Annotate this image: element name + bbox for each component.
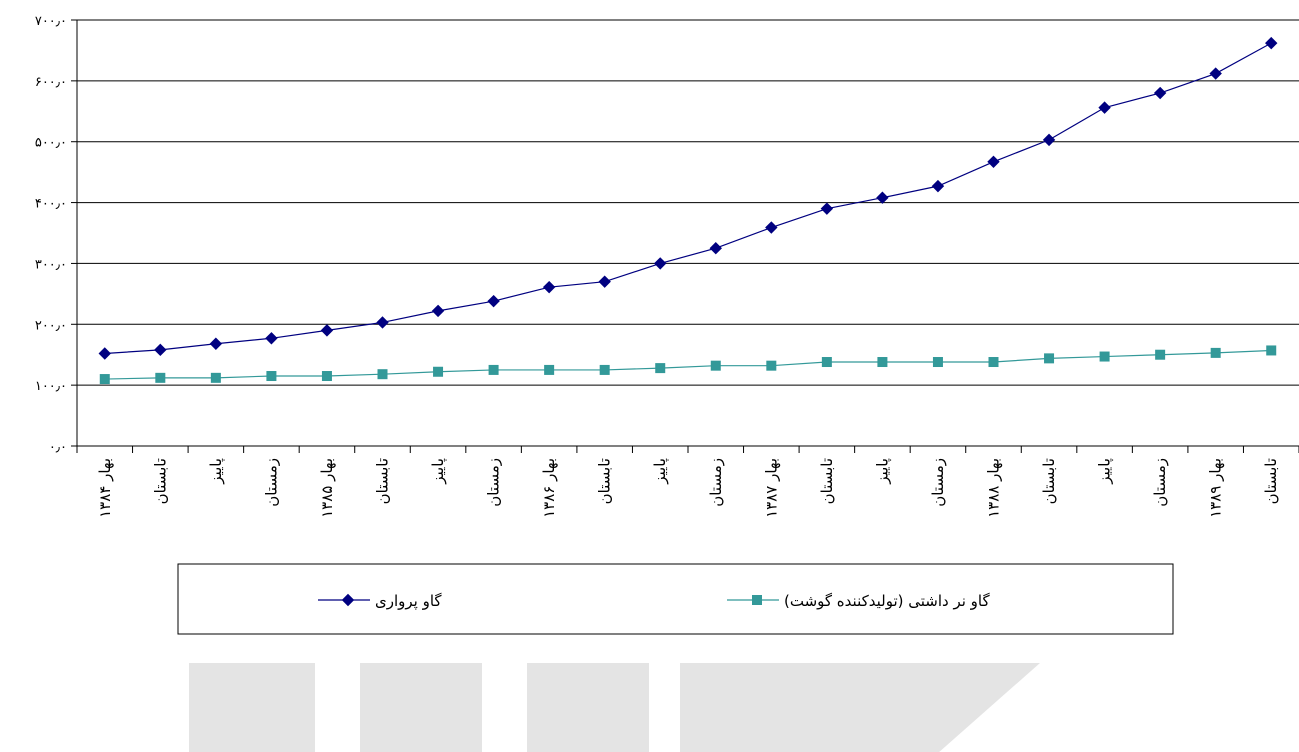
data-point <box>709 242 722 255</box>
x-tick-label: بهار ۱۳۸۶ <box>540 458 558 518</box>
series-1 <box>98 36 1278 360</box>
x-axis-ticks: بهار ۱۳۸۴ تابستان پاییز زمستان بهار ۱۳۸۵ تابس… <box>96 458 1280 518</box>
watermark-bar-2 <box>360 663 482 752</box>
data-point <box>488 364 499 375</box>
y-tick-label: ۷۰۰٫۰ <box>35 14 67 29</box>
x-tick-label: پاییز <box>651 458 670 485</box>
x-tick-label: زمستان <box>707 458 725 507</box>
data-point <box>598 275 611 288</box>
data-point <box>487 294 500 308</box>
data-point <box>987 155 1000 169</box>
legend: گاو پرواری گاو نر داشتی (تولیدکننده گوشت) <box>177 563 1174 635</box>
data-point <box>1098 101 1111 114</box>
data-point <box>266 371 277 382</box>
y-tick-label: ۳۰۰٫۰ <box>35 257 67 272</box>
legend-label: گاو پرواری <box>375 592 442 611</box>
data-point <box>98 347 111 360</box>
data-point <box>1153 86 1167 100</box>
data-point <box>766 360 777 371</box>
legend-item: گاو پرواری <box>318 592 442 611</box>
legend-box <box>177 563 1174 635</box>
data-point <box>433 366 444 377</box>
y-tick-label: ۰٫۰ <box>49 440 67 455</box>
legend-swatch-marker <box>341 593 355 607</box>
data-point <box>1099 351 1110 362</box>
x-tick-label: تابستان <box>1262 458 1280 504</box>
gridlines <box>77 19 1299 386</box>
data-point <box>1209 67 1222 80</box>
data-point <box>154 343 167 357</box>
x-tick-label: تابستان <box>151 458 169 504</box>
series-layer <box>98 36 1278 385</box>
data-point <box>1044 353 1055 364</box>
x-tick-label: پاییز <box>1096 458 1115 485</box>
series-2 <box>99 345 1277 385</box>
x-tick-label: زمستان <box>262 458 280 507</box>
x-tick-label: پاییز <box>429 458 448 485</box>
data-point <box>710 360 721 371</box>
data-point <box>1042 133 1056 147</box>
x-tick-label: بهار ۱۳۸۵ <box>318 458 336 518</box>
data-point <box>321 371 332 382</box>
legend-label: گاو نر داشتی (تولیدکننده گوشت) <box>784 592 990 610</box>
watermark-bar-1 <box>189 663 315 752</box>
x-tick-label: تابستان <box>1040 458 1058 504</box>
y-tick-label: ۶۰۰٫۰ <box>35 75 67 90</box>
data-point <box>1266 345 1277 356</box>
data-point <box>988 357 999 368</box>
y-tick-label: ۵۰۰٫۰ <box>35 136 67 151</box>
x-tick-label: تابستان <box>374 458 392 504</box>
data-point <box>431 304 445 318</box>
data-point <box>542 280 556 294</box>
data-point <box>210 372 221 383</box>
data-point <box>265 332 278 345</box>
data-point <box>820 202 834 215</box>
y-tick-label: ۲۰۰٫۰ <box>35 318 67 333</box>
data-point <box>877 357 888 368</box>
data-point <box>655 363 666 374</box>
x-tick-label: بهار ۱۳۸۸ <box>985 458 1003 518</box>
x-tick-label: زمستان <box>929 458 947 507</box>
y-tick-label: ۱۰۰٫۰ <box>35 379 67 394</box>
data-point <box>932 357 943 368</box>
legend-item: گاو نر داشتی (تولیدکننده گوشت) <box>727 592 990 610</box>
x-tick-label: بهار ۱۳۸۹ <box>1207 458 1225 518</box>
legend-swatch-marker <box>752 595 762 605</box>
data-point <box>765 221 778 234</box>
data-point <box>1265 36 1278 50</box>
data-point <box>99 374 110 385</box>
data-point <box>377 369 388 380</box>
x-tick-label: زمستان <box>1151 458 1169 507</box>
x-tick-label: بهار ۱۳۸۷ <box>762 458 780 518</box>
data-point <box>821 357 832 368</box>
x-tick-label: تابستان <box>596 458 614 504</box>
x-tick-label: پاییز <box>873 458 892 485</box>
data-point <box>876 191 889 204</box>
series-line <box>104 42 1272 355</box>
data-point <box>320 324 334 337</box>
data-point <box>544 364 555 375</box>
x-tick-label: پاییز <box>207 458 226 485</box>
data-point <box>931 179 945 193</box>
data-point <box>209 337 223 350</box>
data-point <box>1155 349 1166 360</box>
data-point <box>155 372 166 383</box>
data-point <box>599 364 610 375</box>
y-tick-label: ۴۰۰٫۰ <box>35 197 67 212</box>
x-tick-label: تابستان <box>818 458 836 504</box>
y-axis-ticks: ۰٫۰ ۱۰۰٫۰ ۲۰۰٫۰ ۳۰۰٫۰ ۴۰۰٫۰ ۵۰۰٫۰ ۶۰۰٫۰ ۷۰۰٫۰ <box>35 14 67 455</box>
axes <box>71 19 1299 453</box>
data-point <box>376 316 389 329</box>
watermark-bar-3 <box>527 663 649 752</box>
x-tick-label: بهار ۱۳۸۴ <box>96 458 114 518</box>
x-tick-label: زمستان <box>485 458 503 507</box>
data-point <box>1210 347 1221 358</box>
series-line <box>104 349 1272 380</box>
data-point <box>654 257 667 270</box>
